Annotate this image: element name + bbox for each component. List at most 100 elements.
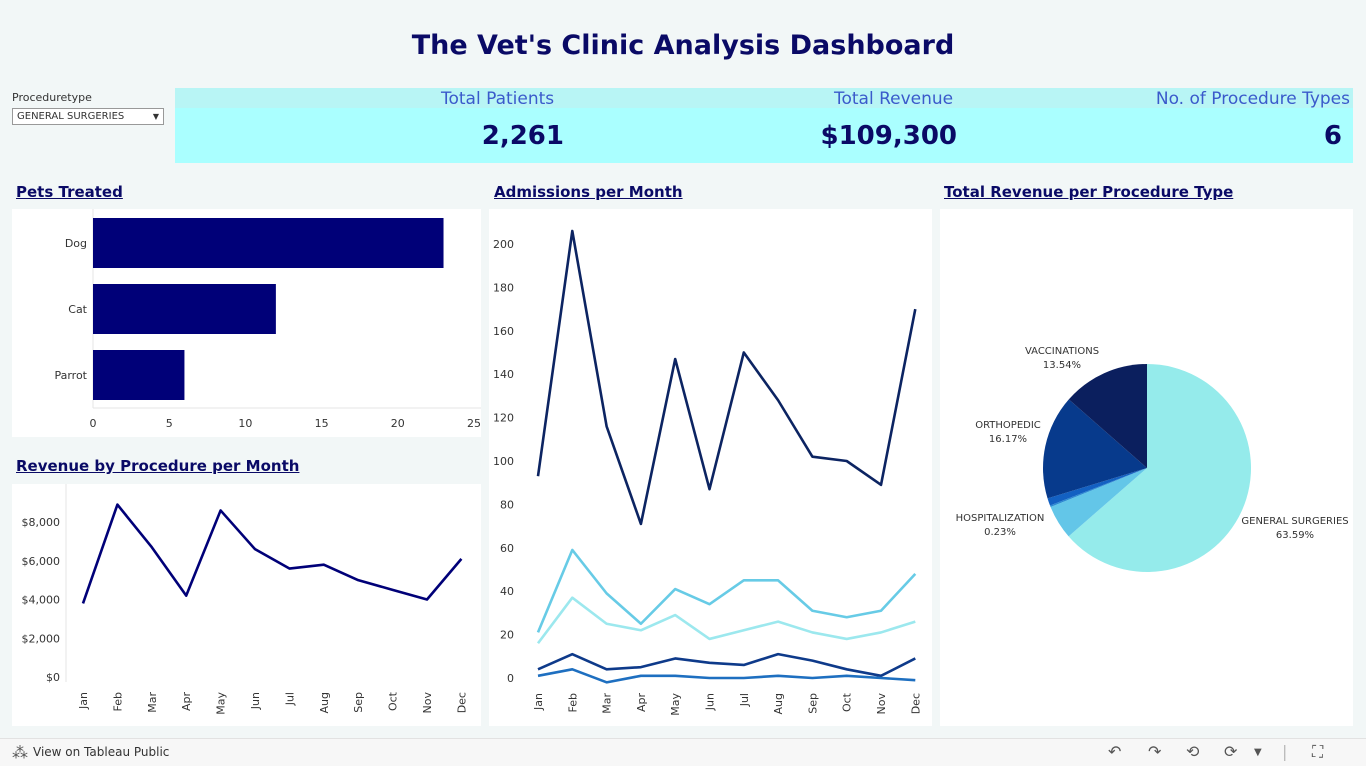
- pie-slice-name-label: VACCINATIONS: [1025, 346, 1099, 357]
- pie-slice-2[interactable]: [1050, 468, 1147, 537]
- kpi-procedure-types-label: No. of Procedure Types: [1155, 89, 1350, 109]
- admissions-y-tick-label: 80: [500, 498, 514, 511]
- dashboard-title: The Vet's Clinic Analysis Dashboard: [411, 30, 955, 61]
- pie-slice-4[interactable]: [1047, 468, 1147, 506]
- revert-icon[interactable]: ⟲: [1186, 742, 1200, 761]
- redo-icon[interactable]: ↷: [1148, 742, 1162, 761]
- admissions-x-tick-label: Jan: [532, 693, 545, 711]
- filter-label: Proceduretype: [12, 91, 92, 104]
- admissions-panel: 0 20 40 60 80 100 120 140 160 180 200 Jan Feb Mar Apr M…: [489, 209, 932, 726]
- admissions-x-tick-label: Apr: [635, 693, 648, 713]
- admissions-series-line-4[interactable]: [537, 652, 916, 678]
- revenue-y-tick-label: $8,000: [22, 516, 61, 529]
- admissions-y-tick-label: 0: [507, 672, 514, 685]
- kpi-header-band: [175, 88, 1353, 108]
- revenue-x-tick-label: Dec: [455, 692, 468, 713]
- admissions-chart: 0 20 40 60 80 100 120 140 160 180 200 Jan Feb Mar Apr M…: [493, 229, 922, 716]
- pie-slice-pct-label: 63.59%: [1276, 530, 1314, 541]
- admissions-series-line-3[interactable]: [536, 596, 916, 645]
- revenue-by-procedure-title: Revenue by Procedure per Month: [16, 457, 300, 475]
- pets-bar-dog[interactable]: [93, 218, 444, 268]
- admissions-x-tick-label: Feb: [566, 693, 579, 712]
- revenue-by-procedure-panel: $0 $2,000 $4,000 $6,000 $8,000 Jan Feb Mar Apr Ma…: [12, 484, 481, 726]
- revenue-y-tick-label: $6,000: [22, 555, 61, 568]
- revenue-line[interactable]: [81, 503, 463, 604]
- pets-treated-chart: Dog Cat Parrot 0 5 10 15 20 25: [54, 209, 481, 430]
- admissions-x-tick-label: Jul: [738, 693, 751, 707]
- pie-slice-name-label: GENERAL SURGERIES: [1241, 516, 1348, 527]
- admissions-x-tick-label: May: [669, 693, 682, 716]
- kpi-total-revenue-value: $109,300: [820, 121, 957, 151]
- admissions-y-tick-label: 140: [493, 368, 514, 381]
- admissions-y-tick-label: 200: [493, 238, 514, 251]
- admissions-y-tick-label: 60: [500, 542, 514, 555]
- admissions-y-tick-label: 120: [493, 412, 514, 425]
- pets-x-tick-label: 10: [238, 417, 252, 430]
- revenue-y-tick-label: $0: [46, 671, 60, 684]
- dropdown-arrow-icon: ▼: [152, 112, 159, 121]
- admissions-y-tick-label: 40: [500, 585, 514, 598]
- pets-x-tick-label: 25: [467, 417, 481, 430]
- divider: |: [1282, 742, 1288, 761]
- pie-slice-1[interactable]: [1068, 364, 1251, 572]
- pie-slice-6[interactable]: [1068, 364, 1147, 468]
- dropdown-value: GENERAL SURGERIES: [17, 111, 125, 122]
- admissions-x-tick-label: Aug: [772, 693, 785, 714]
- revenue-x-tick-label: Feb: [111, 692, 124, 711]
- revenue-per-procedure-title: Total Revenue per Procedure Type: [944, 183, 1234, 201]
- revenue-pie-chart: GENERAL SURGERIES 63.59% HOSPITALIZATION 0.…: [956, 346, 1349, 572]
- revenue-x-tick-label: Mar: [146, 692, 159, 713]
- procedure-type-dropdown[interactable]: GENERAL SURGERIES ▼: [12, 108, 164, 125]
- pets-category-label: Parrot: [54, 369, 87, 382]
- admissions-series-line-1[interactable]: [536, 229, 917, 526]
- admissions-title: Admissions per Month: [494, 183, 683, 201]
- kpi-total-revenue-label: Total Revenue: [834, 89, 954, 109]
- revenue-y-tick-label: $2,000: [22, 632, 61, 645]
- revenue-x-tick-label: Jun: [249, 692, 262, 710]
- revenue-by-procedure-chart: $0 $2,000 $4,000 $6,000 $8,000 Jan Feb Mar Apr Ma…: [22, 484, 468, 715]
- pets-category-label: Cat: [68, 303, 87, 316]
- pets-treated-title: Pets Treated: [16, 183, 123, 201]
- revenue-x-tick-label: Aug: [318, 692, 331, 713]
- admissions-y-tick-label: 100: [493, 455, 514, 468]
- pets-x-tick-label: 15: [315, 417, 329, 430]
- kpi-procedure-types-value: 6: [1323, 121, 1342, 151]
- kpi-banner: Total Patients 2,261 Total Revenue $109,…: [175, 88, 1353, 163]
- admissions-y-tick-label: 180: [493, 281, 514, 294]
- kpi-total-patients-label: Total Patients: [441, 89, 555, 109]
- revenue-x-tick-label: Jul: [283, 692, 296, 706]
- undo-icon[interactable]: ↶: [1108, 742, 1122, 761]
- admissions-x-tick-label: Jun: [704, 693, 717, 711]
- pets-category-label: Dog: [65, 237, 87, 250]
- fullscreen-icon[interactable]: ⛶: [1312, 742, 1324, 761]
- pie-slice-name-label: ORTHOPEDIC: [975, 420, 1041, 431]
- admissions-series-line-5[interactable]: [537, 668, 916, 684]
- revenue-x-tick-label: May: [215, 692, 228, 715]
- pets-treated-panel: Dog Cat Parrot 0 5 10 15 20 25: [12, 209, 481, 437]
- pets-bar-parrot[interactable]: [93, 350, 185, 400]
- admissions-y-tick-label: 160: [493, 325, 514, 338]
- admissions-x-tick-label: Oct: [841, 692, 854, 712]
- admissions-x-tick-label: Nov: [875, 693, 888, 715]
- admissions-y-tick-label: 20: [500, 629, 514, 642]
- refresh-icon[interactable]: ⟳: [1224, 742, 1238, 761]
- view-on-tableau-link[interactable]: View on Tableau Public: [33, 745, 170, 759]
- pie-slice-3[interactable]: [1050, 468, 1147, 507]
- revenue-x-tick-label: Nov: [421, 692, 434, 714]
- revenue-y-tick-label: $4,000: [22, 594, 61, 607]
- revenue-x-tick-label: Sep: [352, 692, 365, 713]
- admissions-series-line-2[interactable]: [536, 548, 917, 633]
- pie-slice-pct-label: 16.17%: [989, 434, 1027, 445]
- pets-x-tick-label: 5: [166, 417, 173, 430]
- kpi-total-patients-value: 2,261: [481, 121, 564, 151]
- pie-slice-5[interactable]: [1043, 399, 1147, 499]
- tableau-logo-icon: ⁂: [12, 743, 28, 762]
- admissions-x-tick-label: Sep: [806, 693, 819, 714]
- chevron-down-icon[interactable]: ▼: [1254, 747, 1262, 758]
- pets-bar-cat[interactable]: [93, 284, 276, 334]
- pie-slice-pct-label: 13.54%: [1043, 360, 1081, 371]
- revenue-per-procedure-panel: GENERAL SURGERIES 63.59% HOSPITALIZATION 0.…: [940, 209, 1353, 726]
- revenue-x-tick-label: Apr: [180, 692, 193, 712]
- pie-slice-name-label: HOSPITALIZATION: [956, 513, 1045, 524]
- admissions-x-tick-label: Mar: [601, 693, 614, 714]
